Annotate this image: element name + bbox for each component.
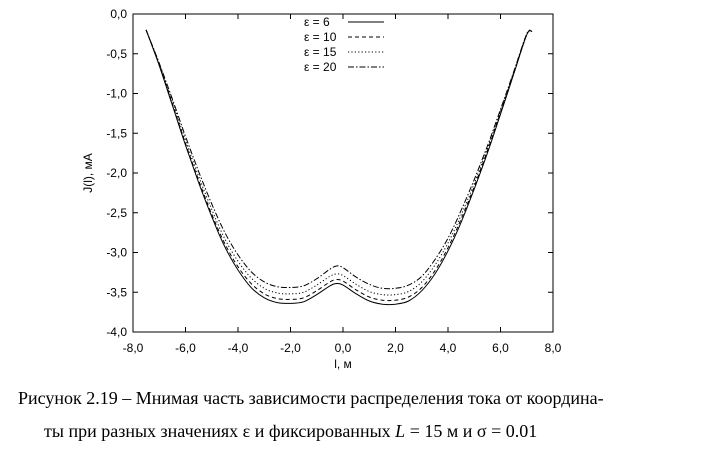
y-tick-label: -3,5	[106, 285, 127, 299]
caption-text-end: = 15 м и σ = 0.01	[405, 421, 538, 441]
figure-caption-line-1: Рисунок 2.19 – Мнимая часть зависимости …	[18, 388, 604, 408]
series-line-4	[145, 29, 533, 290]
legend-label: ε = 20	[304, 60, 337, 74]
y-tick-label: -3,0	[106, 246, 127, 260]
series-group	[145, 29, 533, 306]
x-tick-label: 6,0	[492, 341, 509, 355]
plot-frame	[132, 13, 554, 333]
y-tick-label: -1,0	[106, 87, 127, 101]
y-tick-label: 0,0	[110, 7, 127, 21]
x-tick-label: 2,0	[387, 341, 404, 355]
y-tick-label: -4,0	[106, 325, 127, 339]
axis-ticks: -8,0 -6,0 -4,0 -2,0 0,0 2,0 4,0 6,0 8,0 0,0 -0,5 -1…	[106, 7, 561, 355]
figure-caption-line-2: ты при разных значениях ε и фиксированны…	[44, 421, 720, 442]
y-tick-label: -0,5	[106, 47, 127, 61]
y-tick-label: -2,0	[106, 166, 127, 180]
series-line-1	[145, 29, 533, 306]
legend-label: ε = 6	[304, 15, 330, 29]
series-line-3	[145, 29, 533, 296]
y-axis-label: J(l), мА	[81, 153, 95, 193]
x-tick-label: 8,0	[545, 341, 562, 355]
caption-L-symbol: L	[395, 421, 406, 441]
legend-label: ε = 10	[304, 30, 337, 44]
x-tick-label: 4,0	[440, 341, 457, 355]
caption-text: ты при разных значениях ε и фиксированны…	[44, 421, 396, 441]
y-tick-label: -2,5	[106, 206, 127, 220]
series-line-2	[145, 29, 533, 302]
legend-label: ε = 15	[304, 45, 337, 59]
y-tick-label: -1,5	[106, 126, 127, 140]
legend: ε = 6ε = 10ε = 15ε = 20	[304, 15, 384, 74]
line-chart: -8,0 -6,0 -4,0 -2,0 0,0 2,0 4,0 6,0 8,0 0,0 -0,5 -1…	[81, 7, 562, 370]
x-tick-label: -8,0	[123, 341, 144, 355]
x-tick-label: -4,0	[228, 341, 249, 355]
x-tick-label: -6,0	[175, 341, 196, 355]
x-tick-label: -2,0	[280, 341, 301, 355]
x-tick-label: 0,0	[335, 341, 352, 355]
x-axis-label: l, м	[334, 357, 352, 370]
